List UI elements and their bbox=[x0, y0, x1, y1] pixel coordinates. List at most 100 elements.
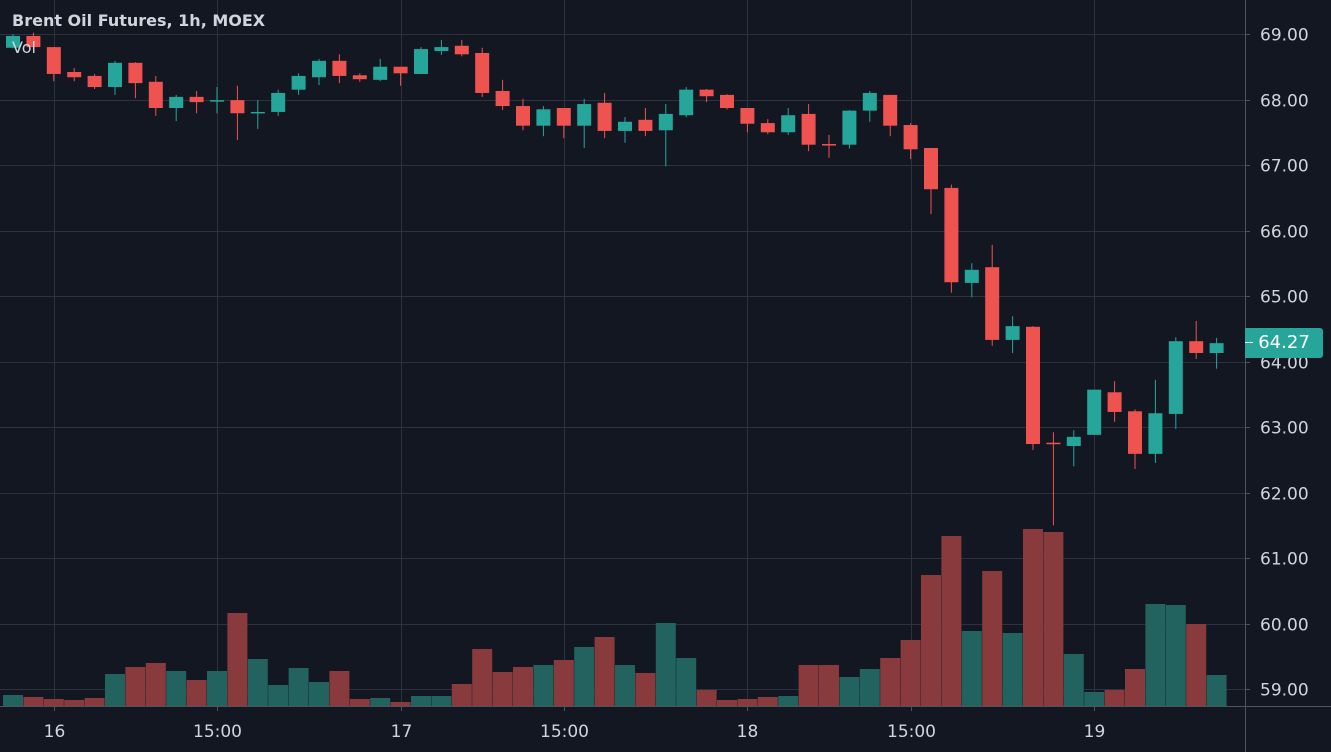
candle-body bbox=[638, 119, 653, 131]
volume-bar bbox=[145, 663, 166, 706]
candle-up bbox=[434, 39, 449, 55]
candle-up bbox=[6, 34, 20, 49]
volume-bar bbox=[268, 685, 289, 706]
candle-body bbox=[903, 125, 918, 150]
candle-body bbox=[352, 75, 367, 80]
candle-up bbox=[679, 87, 694, 118]
volume-bar bbox=[615, 665, 635, 706]
y-tick-label: 62.00 bbox=[1260, 485, 1309, 505]
candle-down bbox=[128, 62, 143, 99]
x-tick-label: 18 bbox=[737, 722, 759, 742]
volume-bar bbox=[3, 695, 23, 706]
candle-down bbox=[1189, 320, 1204, 359]
candle-body bbox=[1128, 411, 1142, 454]
candle-body bbox=[373, 66, 388, 80]
candle-body bbox=[1107, 392, 1122, 412]
candle-down bbox=[230, 85, 245, 141]
candle-up bbox=[250, 100, 265, 129]
volume-bar bbox=[1206, 675, 1227, 706]
candle-down bbox=[495, 79, 510, 110]
candle-down bbox=[26, 32, 41, 49]
time-axis[interactable]: 16 15:00 17 15:00 18 15:00 19 bbox=[44, 706, 1106, 742]
volume-bar bbox=[105, 674, 125, 706]
candle-down bbox=[903, 123, 918, 160]
candle-down bbox=[189, 90, 204, 114]
candle-body bbox=[332, 60, 347, 76]
candle-body bbox=[720, 94, 734, 109]
candle-body bbox=[1087, 389, 1102, 435]
candle-body bbox=[26, 35, 41, 48]
volume-bar bbox=[757, 697, 778, 706]
candle-body bbox=[924, 147, 938, 190]
candle-body bbox=[189, 96, 204, 103]
volume-bar bbox=[411, 696, 431, 706]
candle-body bbox=[1046, 442, 1061, 445]
volume-bar bbox=[1104, 690, 1125, 706]
candle-up bbox=[862, 90, 877, 122]
candle-body bbox=[862, 92, 877, 111]
candle-up bbox=[618, 117, 632, 143]
candle-body bbox=[1066, 436, 1081, 446]
volume-bar bbox=[880, 658, 901, 706]
volume-bar bbox=[798, 665, 819, 706]
volume-bar bbox=[431, 696, 452, 706]
candle-body bbox=[495, 90, 510, 107]
candle-body bbox=[801, 113, 816, 145]
candle-up bbox=[1005, 316, 1020, 353]
candle-body bbox=[46, 47, 61, 74]
candle-body bbox=[108, 62, 122, 88]
candle-body bbox=[883, 94, 898, 126]
x-tick-label: 15:00 bbox=[540, 722, 589, 742]
candle-body bbox=[169, 96, 184, 109]
candle-down bbox=[148, 75, 163, 116]
candle-body bbox=[516, 106, 530, 126]
candle-up bbox=[536, 106, 551, 137]
candle-down bbox=[1128, 409, 1142, 469]
candle-up bbox=[1148, 379, 1163, 464]
volume-bar bbox=[472, 649, 493, 706]
candle-down bbox=[699, 89, 714, 103]
candles bbox=[6, 32, 1224, 526]
volume-bar bbox=[513, 667, 533, 706]
candle-down bbox=[944, 184, 959, 293]
candle-body bbox=[1148, 413, 1163, 454]
candle-down bbox=[801, 104, 816, 152]
candle-up bbox=[1087, 389, 1102, 435]
candle-down bbox=[393, 66, 408, 86]
candle-body bbox=[740, 108, 755, 124]
y-tick-label: 67.00 bbox=[1260, 157, 1309, 177]
candle-down bbox=[985, 244, 1000, 346]
x-tick-label: 15:00 bbox=[887, 722, 936, 742]
candle-body bbox=[556, 108, 571, 126]
volume-bar bbox=[859, 669, 880, 706]
y-tick-label: 68.00 bbox=[1260, 92, 1309, 112]
candle-body bbox=[1209, 343, 1224, 353]
candle-body bbox=[148, 81, 163, 109]
volume-bar bbox=[1084, 692, 1105, 706]
volume-bar bbox=[717, 700, 737, 706]
volume-bars bbox=[3, 529, 1227, 706]
candle-down bbox=[332, 54, 347, 84]
volume-bar bbox=[1063, 654, 1084, 706]
candle-down bbox=[454, 39, 469, 57]
candle-down bbox=[475, 47, 490, 97]
candle-up bbox=[781, 108, 796, 135]
candle-body bbox=[1005, 326, 1020, 340]
volume-bar bbox=[574, 647, 595, 706]
volume-bar bbox=[125, 667, 146, 706]
candle-body bbox=[210, 100, 224, 102]
candle-up bbox=[312, 58, 326, 86]
candle-body bbox=[414, 49, 428, 74]
candle-body bbox=[67, 71, 82, 78]
candle-down bbox=[87, 73, 102, 90]
candle-body bbox=[658, 113, 673, 131]
y-tick-label: 61.00 bbox=[1260, 550, 1309, 570]
volume-bar bbox=[247, 659, 268, 706]
candle-down bbox=[883, 94, 898, 137]
candle-down bbox=[516, 98, 530, 131]
candle-up bbox=[108, 60, 122, 95]
candle-down bbox=[67, 68, 82, 82]
candle-body bbox=[597, 102, 612, 131]
price-axis[interactable]: 69.00 68.00 67.00 66.00 65.00 64.00 63.00 62.00… bbox=[1245, 26, 1309, 701]
